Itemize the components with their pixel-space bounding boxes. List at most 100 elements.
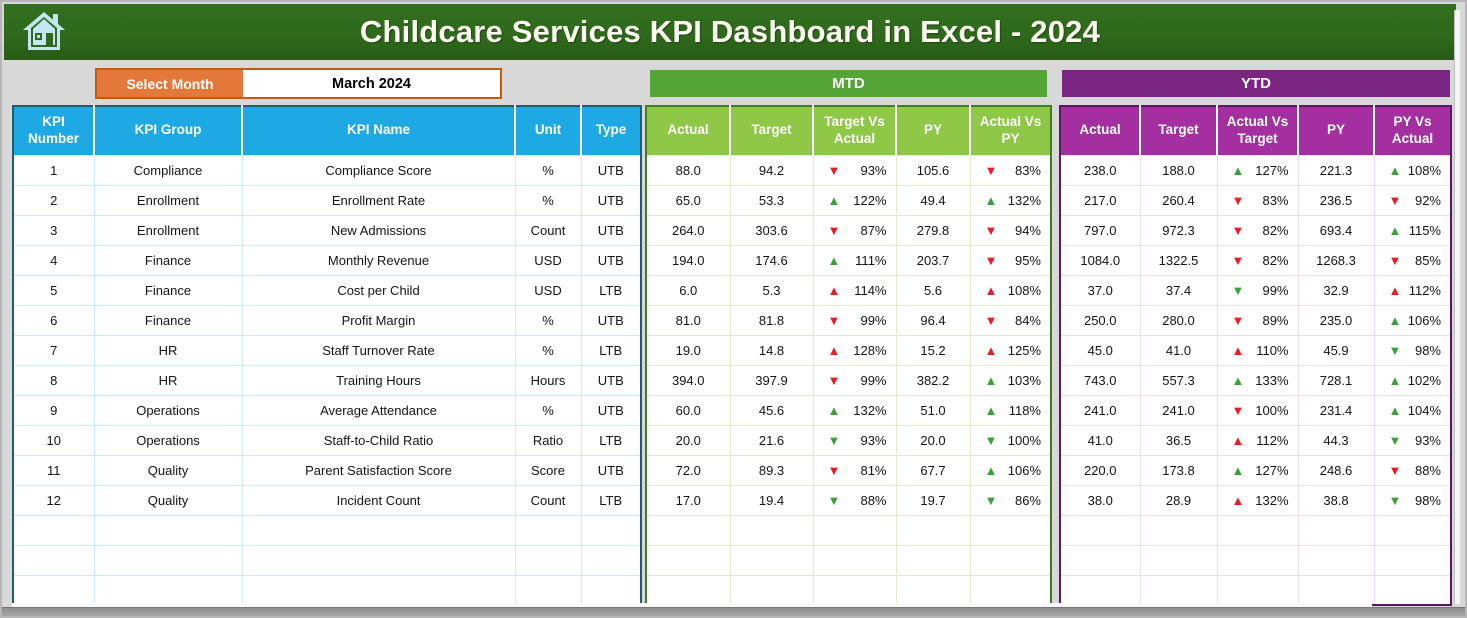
ytd-actual-cell: 743.0 <box>1059 364 1141 396</box>
mtd-section-header: MTD <box>650 70 1047 97</box>
trend-value: 112% <box>1408 282 1441 298</box>
unit-cell: Ratio <box>514 424 582 456</box>
trend-up-icon: ▲ <box>1231 372 1245 388</box>
mtd-target-cell: 81.8 <box>729 304 814 336</box>
trend-value: 108% <box>1407 162 1441 178</box>
empty-cell <box>93 574 243 606</box>
mtd-actual-cell: 19.0 <box>645 334 731 366</box>
kpi-group-cell: Operations <box>93 394 243 426</box>
mtd-variance-cell: ▼ 88% <box>812 484 897 516</box>
trend-down-icon: ▼ <box>1388 432 1402 448</box>
empty-cell <box>241 514 516 546</box>
trend-up-icon: ▲ <box>1388 222 1402 238</box>
mtd-variance-cell: ▼ 99% <box>812 304 897 336</box>
trend-value: 99% <box>860 372 887 388</box>
trend-value: 83% <box>1262 192 1289 208</box>
kpi-name-cell: Average Attendance <box>241 394 516 426</box>
mtd-actual-cell: 17.0 <box>645 484 731 516</box>
trend-value: 82% <box>1262 252 1289 268</box>
ytd-py-cell: 231.4 <box>1297 394 1375 426</box>
ytd-py-variance-cell: ▲ 102% <box>1373 364 1452 396</box>
kpi-row: 1 Compliance Compliance Score% UTB <box>12 154 642 186</box>
mtd-target-cell: 14.8 <box>729 334 814 366</box>
window-bottom-edge <box>2 607 1465 616</box>
unit-cell: % <box>514 304 582 336</box>
mtd-target-cell: 5.3 <box>729 274 814 306</box>
selected-month-value[interactable]: March 2024 <box>243 70 500 97</box>
unit-cell: Score <box>514 454 582 486</box>
select-month-button[interactable]: Select Month <box>97 70 243 97</box>
kpi-row: 10 Operations Staff-to-Child Ratio Ratio LTB <box>12 424 642 456</box>
ytd-variance-cell: ▼ 83% <box>1216 184 1299 216</box>
home-button[interactable] <box>20 11 68 54</box>
unit-cell: Count <box>514 484 582 516</box>
type-cell: LTB <box>580 484 642 516</box>
trend-value: 87% <box>860 222 887 238</box>
mtd-variance-cell: ▲ 122% <box>812 184 897 216</box>
empty-row <box>1059 544 1452 576</box>
ytd-variance-cell: ▲ 112% <box>1216 424 1299 456</box>
ytd-row: 241.0 241.0 ▼ 100% 231.4 ▲ 104% <box>1059 394 1452 426</box>
mtd-actual-cell: 264.0 <box>645 214 731 246</box>
kpi-row: 6 Finance Profit Margin% UTB <box>12 304 642 336</box>
trend-value: 106% <box>1407 312 1441 328</box>
kpi-group-cell: HR <box>93 364 243 396</box>
ytd-py-cell: 1268.3 <box>1297 244 1375 276</box>
trend-down-icon: ▼ <box>827 222 841 238</box>
mtd-target-cell: 397.9 <box>729 364 814 396</box>
ytd-target-cell: 972.3 <box>1139 214 1218 246</box>
type-cell: LTB <box>580 334 642 366</box>
empty-row <box>1059 514 1452 546</box>
trend-value: 99% <box>860 312 887 328</box>
ytd-py-variance-cell: ▲ 106% <box>1373 304 1452 336</box>
empty-cell <box>812 574 897 606</box>
empty-cell <box>93 514 243 546</box>
mtd-actual-cell: 194.0 <box>645 244 731 276</box>
ytd-py-cell: 235.0 <box>1297 304 1375 336</box>
empty-cell <box>729 574 814 606</box>
unit-header: Unit <box>515 106 582 155</box>
kpi-number-cell: 5 <box>12 274 95 306</box>
kpi-name-cell: Incident Count <box>241 484 516 516</box>
trend-up-icon: ▲ <box>1388 372 1402 388</box>
mtd-py-variance-cell: ▲ 132% <box>969 184 1052 216</box>
ytd-actual-vs-target-header: Actual Vs Target <box>1217 106 1299 155</box>
trend-down-icon: ▼ <box>827 372 841 388</box>
kpi-number-cell: 9 <box>12 394 95 426</box>
mtd-py-cell: 382.2 <box>895 364 971 396</box>
ytd-row: 1084.0 1322.5 ▼ 82% 1268.3 ▼ 85% <box>1059 244 1452 276</box>
trend-down-icon: ▼ <box>1388 492 1402 508</box>
trend-down-icon: ▼ <box>984 222 998 238</box>
empty-cell <box>1059 574 1141 606</box>
ytd-actual-header: Actual <box>1060 106 1141 155</box>
empty-cell <box>93 544 243 576</box>
ytd-py-variance-cell: ▲ 112% <box>1373 274 1452 306</box>
mtd-row: 65.0 53.3 ▲ 122% 49.4 ▲ 132% <box>645 184 1052 216</box>
type-cell: UTB <box>580 154 642 186</box>
mtd-py-variance-cell: ▼ 100% <box>969 424 1052 456</box>
ytd-py-variance-cell: ▼ 88% <box>1373 454 1452 486</box>
type-cell: UTB <box>580 394 642 426</box>
ytd-py-variance-cell: ▼ 98% <box>1373 334 1452 366</box>
trend-down-icon: ▼ <box>984 492 998 508</box>
kpi-row: 3 Enrollment New Admissions Count UTB <box>12 214 642 246</box>
kpi-group-cell: Enrollment <box>93 214 243 246</box>
mtd-row: 17.0 19.4 ▼ 88% 19.7 ▼ 86% <box>645 484 1052 516</box>
empty-cell <box>1059 514 1141 546</box>
type-cell: UTB <box>580 214 642 246</box>
ytd-row: 743.0 557.3 ▲ 133% 728.1 ▲ 102% <box>1059 364 1452 396</box>
empty-cell <box>241 574 516 606</box>
kpi-group-cell: Quality <box>93 484 243 516</box>
trend-down-icon: ▼ <box>1231 222 1245 238</box>
mtd-py-header: PY <box>896 106 971 155</box>
type-header: Type <box>581 106 641 155</box>
trend-down-icon: ▼ <box>827 162 841 178</box>
mtd-py-variance-cell: ▲ 118% <box>969 394 1052 426</box>
trend-down-icon: ▼ <box>1231 192 1245 208</box>
empty-cell <box>895 574 971 606</box>
ytd-actual-cell: 1084.0 <box>1059 244 1141 276</box>
empty-cell <box>580 514 642 546</box>
kpi-name-cell: Training Hours <box>241 364 516 396</box>
mtd-row: 19.0 14.8 ▲ 128% 15.2 ▲ 125% <box>645 334 1052 366</box>
trend-value: 89% <box>1262 312 1289 328</box>
